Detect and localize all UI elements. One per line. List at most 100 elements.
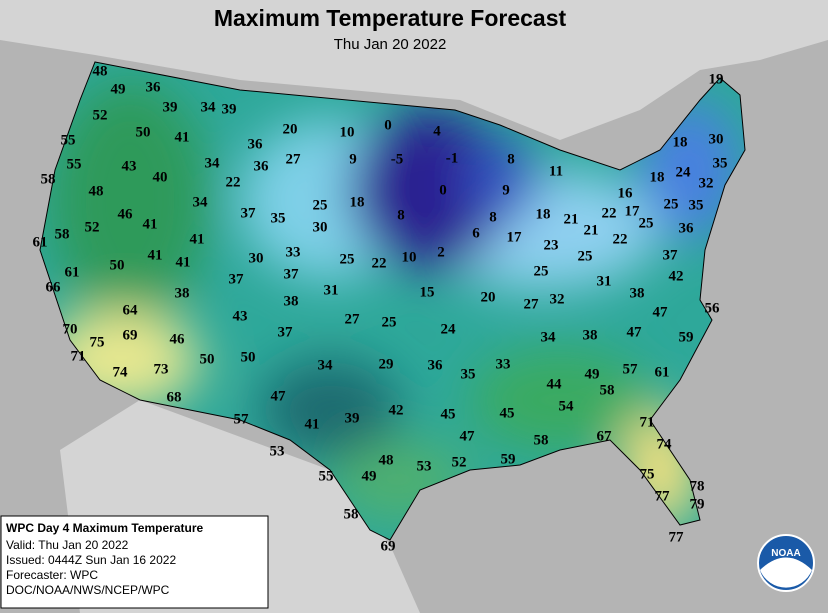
temperature: 74 bbox=[113, 364, 129, 380]
temperature: 39 bbox=[345, 410, 360, 426]
temperature: 34 bbox=[318, 357, 334, 373]
temperature: 21 bbox=[564, 211, 579, 227]
temperature: 22 bbox=[372, 255, 387, 271]
temperature: 37 bbox=[663, 247, 679, 263]
subtitle: Thu Jan 20 2022 bbox=[334, 36, 447, 53]
temperature: 35 bbox=[271, 210, 286, 226]
temperature: 33 bbox=[496, 356, 511, 372]
temperature: 18 bbox=[650, 169, 665, 185]
temperature: 70 bbox=[63, 321, 78, 337]
temperature: 24 bbox=[676, 164, 692, 180]
temperature: 25 bbox=[664, 196, 679, 212]
temperature: 53 bbox=[417, 458, 432, 474]
us-outline bbox=[39, 61, 746, 541]
temperature: 71 bbox=[71, 348, 86, 364]
temperature: 25 bbox=[313, 197, 328, 213]
temperature: 47 bbox=[627, 324, 643, 340]
temperature: 25 bbox=[382, 314, 397, 330]
temperature: 77 bbox=[655, 488, 671, 504]
temperature: 64 bbox=[123, 302, 139, 318]
temperature: 0 bbox=[384, 117, 392, 133]
temperature: 55 bbox=[61, 132, 76, 148]
temperature: 24 bbox=[441, 321, 457, 337]
temperature: 39 bbox=[163, 99, 178, 115]
temperature: 52 bbox=[93, 107, 108, 123]
temperature: 9 bbox=[349, 151, 357, 167]
temperature: 37 bbox=[229, 271, 245, 287]
temperature: 25 bbox=[639, 215, 654, 231]
temperature: 45 bbox=[441, 406, 456, 422]
temperature: 73 bbox=[154, 361, 169, 377]
info-line: Valid: Thu Jan 20 2022 bbox=[6, 538, 129, 552]
temperature: 30 bbox=[249, 250, 264, 266]
temperature: 42 bbox=[389, 402, 404, 418]
temperature: 46 bbox=[170, 331, 186, 347]
temperature: 42 bbox=[669, 268, 684, 284]
temperature: 34 bbox=[205, 155, 221, 171]
temperature: 23 bbox=[544, 237, 559, 253]
temperature: 32 bbox=[550, 291, 565, 307]
temperature: 21 bbox=[584, 222, 599, 238]
temperature: 22 bbox=[226, 174, 241, 190]
temperature: 41 bbox=[176, 254, 191, 270]
temperature: 58 bbox=[534, 432, 549, 448]
temperature: 44 bbox=[547, 376, 563, 392]
temperature: 31 bbox=[324, 282, 339, 298]
temperature: 35 bbox=[689, 197, 704, 213]
temperature: 36 bbox=[428, 357, 444, 373]
temperature: 53 bbox=[270, 443, 285, 459]
temperature: 43 bbox=[233, 308, 248, 324]
temperature: 55 bbox=[319, 468, 334, 484]
temperature: 49 bbox=[111, 81, 126, 97]
temperature: 34 bbox=[541, 329, 557, 345]
temperature: 47 bbox=[460, 428, 476, 444]
temperature: 79 bbox=[690, 496, 705, 512]
temperature: 54 bbox=[559, 398, 575, 414]
temperature: 58 bbox=[600, 382, 615, 398]
temperature: 77 bbox=[669, 529, 685, 545]
temperature: 29 bbox=[379, 356, 394, 372]
temperature: 31 bbox=[597, 273, 612, 289]
temperature: 36 bbox=[146, 79, 162, 95]
temperature: 36 bbox=[254, 158, 270, 174]
temperature: 47 bbox=[271, 388, 287, 404]
temperature: 8 bbox=[507, 151, 515, 167]
temperature: 69 bbox=[381, 538, 396, 554]
temperature: 25 bbox=[340, 251, 355, 267]
temperature: 18 bbox=[673, 134, 688, 150]
temperature: 39 bbox=[222, 101, 237, 117]
temperature: 68 bbox=[167, 389, 182, 405]
temperature: 18 bbox=[536, 206, 551, 222]
temperature: 75 bbox=[640, 466, 655, 482]
temperature: 57 bbox=[623, 361, 639, 377]
temperature: 52 bbox=[85, 219, 100, 235]
temperature: 34 bbox=[193, 194, 209, 210]
temperature: 69 bbox=[123, 327, 138, 343]
temperature: 50 bbox=[241, 349, 256, 365]
temperature: 59 bbox=[679, 329, 694, 345]
temperature: 27 bbox=[524, 296, 540, 312]
temperature: 30 bbox=[709, 131, 724, 147]
temperature: 66 bbox=[46, 279, 62, 295]
temperature: 8 bbox=[489, 209, 497, 225]
temperature: 40 bbox=[153, 169, 168, 185]
temperature: 38 bbox=[630, 285, 645, 301]
temperature: 37 bbox=[284, 266, 300, 282]
temperature: 10 bbox=[340, 124, 355, 140]
temperature: 41 bbox=[148, 247, 163, 263]
temperature: 33 bbox=[286, 244, 301, 260]
temperature: 36 bbox=[248, 136, 264, 152]
logo-wave bbox=[760, 557, 812, 588]
temperature: 15 bbox=[420, 284, 435, 300]
temperature: 45 bbox=[500, 405, 515, 421]
temperature: 61 bbox=[65, 264, 80, 280]
temperature: 30 bbox=[313, 219, 328, 235]
logo-text: NOAA bbox=[771, 548, 800, 559]
temperature: 2 bbox=[437, 244, 445, 260]
temperature: 50 bbox=[136, 124, 151, 140]
temperature: 11 bbox=[549, 163, 563, 179]
temperature: 35 bbox=[461, 366, 476, 382]
